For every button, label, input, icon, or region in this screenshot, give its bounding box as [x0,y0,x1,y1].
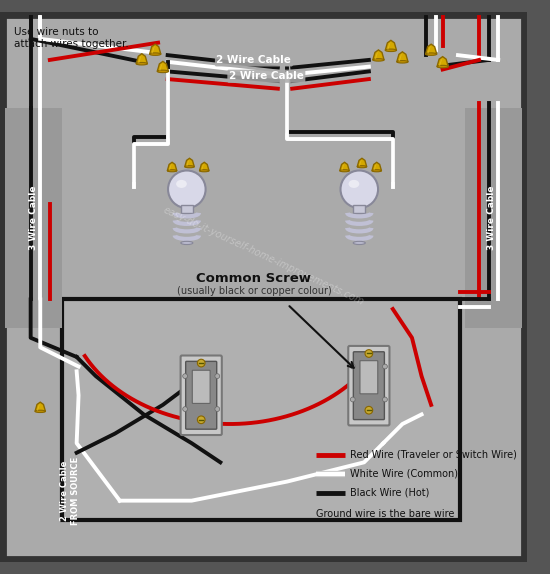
Polygon shape [167,162,177,170]
Bar [62,300,460,520]
Ellipse shape [373,59,384,61]
Ellipse shape [426,53,437,55]
Text: 2 Wire Cable: 2 Wire Cable [217,55,292,65]
Polygon shape [185,158,194,166]
FancyBboxPatch shape [353,352,384,420]
Circle shape [215,406,219,412]
Polygon shape [186,160,189,166]
Polygon shape [150,44,161,54]
Text: Black Wire (Hot): Black Wire (Hot) [350,488,429,498]
Polygon shape [399,53,402,61]
Polygon shape [427,45,431,53]
Text: Ground wire is the bare wire: Ground wire is the bare wire [316,509,454,519]
Circle shape [383,364,387,369]
Ellipse shape [386,49,397,52]
Circle shape [183,406,188,412]
Polygon shape [426,44,437,54]
Ellipse shape [340,170,349,172]
Circle shape [168,170,206,208]
Ellipse shape [167,170,177,172]
Text: White Wire (Common): White Wire (Common) [350,469,458,479]
Circle shape [365,406,373,414]
Circle shape [215,374,219,378]
Ellipse shape [372,170,382,172]
Circle shape [350,397,355,402]
Circle shape [197,416,205,424]
Polygon shape [387,41,390,50]
Polygon shape [439,58,442,66]
FancyBboxPatch shape [360,360,378,394]
Circle shape [340,170,378,208]
Polygon shape [37,404,40,411]
Ellipse shape [181,241,193,245]
Ellipse shape [35,410,46,413]
Text: (usually black or copper colour): (usually black or copper colour) [177,286,331,296]
Ellipse shape [357,166,367,168]
Polygon shape [340,162,349,170]
Ellipse shape [136,63,147,65]
Polygon shape [157,61,168,71]
Bar [465,108,522,328]
Ellipse shape [150,53,161,55]
Text: 3 Wire Cable: 3 Wire Cable [29,186,38,250]
Ellipse shape [185,166,194,168]
Polygon shape [138,55,141,63]
Text: 2 Wire Cable: 2 Wire Cable [229,71,304,81]
Ellipse shape [437,65,448,68]
Ellipse shape [200,170,209,172]
Polygon shape [386,40,397,51]
Bar [354,205,365,213]
Circle shape [365,350,373,358]
FancyBboxPatch shape [180,355,222,435]
Polygon shape [359,160,362,166]
Polygon shape [169,164,172,170]
Polygon shape [151,45,155,53]
Polygon shape [357,158,367,166]
FancyBboxPatch shape [348,346,389,425]
Polygon shape [201,164,204,170]
Bar [5,108,62,328]
Text: Use wire nuts to
attach wires together.: Use wire nuts to attach wires together. [14,28,129,49]
Polygon shape [375,51,378,59]
Ellipse shape [397,60,408,63]
Polygon shape [397,52,408,62]
Circle shape [183,374,188,378]
Polygon shape [200,162,209,170]
Text: 2 Wire Cable
FROM SOURCE: 2 Wire Cable FROM SOURCE [60,457,80,525]
Polygon shape [372,162,382,170]
Ellipse shape [349,180,359,188]
Text: easy-do-it-yourself-home-improvements.com: easy-do-it-yourself-home-improvements.co… [162,205,365,308]
Text: Common Screw: Common Screw [196,272,311,285]
Polygon shape [35,402,46,412]
Text: Red Wire (Traveler or Switch Wire): Red Wire (Traveler or Switch Wire) [350,449,516,460]
FancyBboxPatch shape [192,370,210,404]
Text: 3 Wire Cable: 3 Wire Cable [487,186,496,250]
Ellipse shape [353,241,365,245]
Polygon shape [373,50,384,60]
Polygon shape [136,54,147,64]
FancyBboxPatch shape [186,362,217,429]
Circle shape [197,359,205,367]
Polygon shape [159,63,163,71]
Polygon shape [373,164,377,170]
Bar [181,205,192,213]
Circle shape [383,397,387,402]
Polygon shape [342,164,344,170]
Ellipse shape [157,70,168,73]
Circle shape [350,364,355,369]
Polygon shape [437,57,448,67]
Ellipse shape [176,180,187,188]
